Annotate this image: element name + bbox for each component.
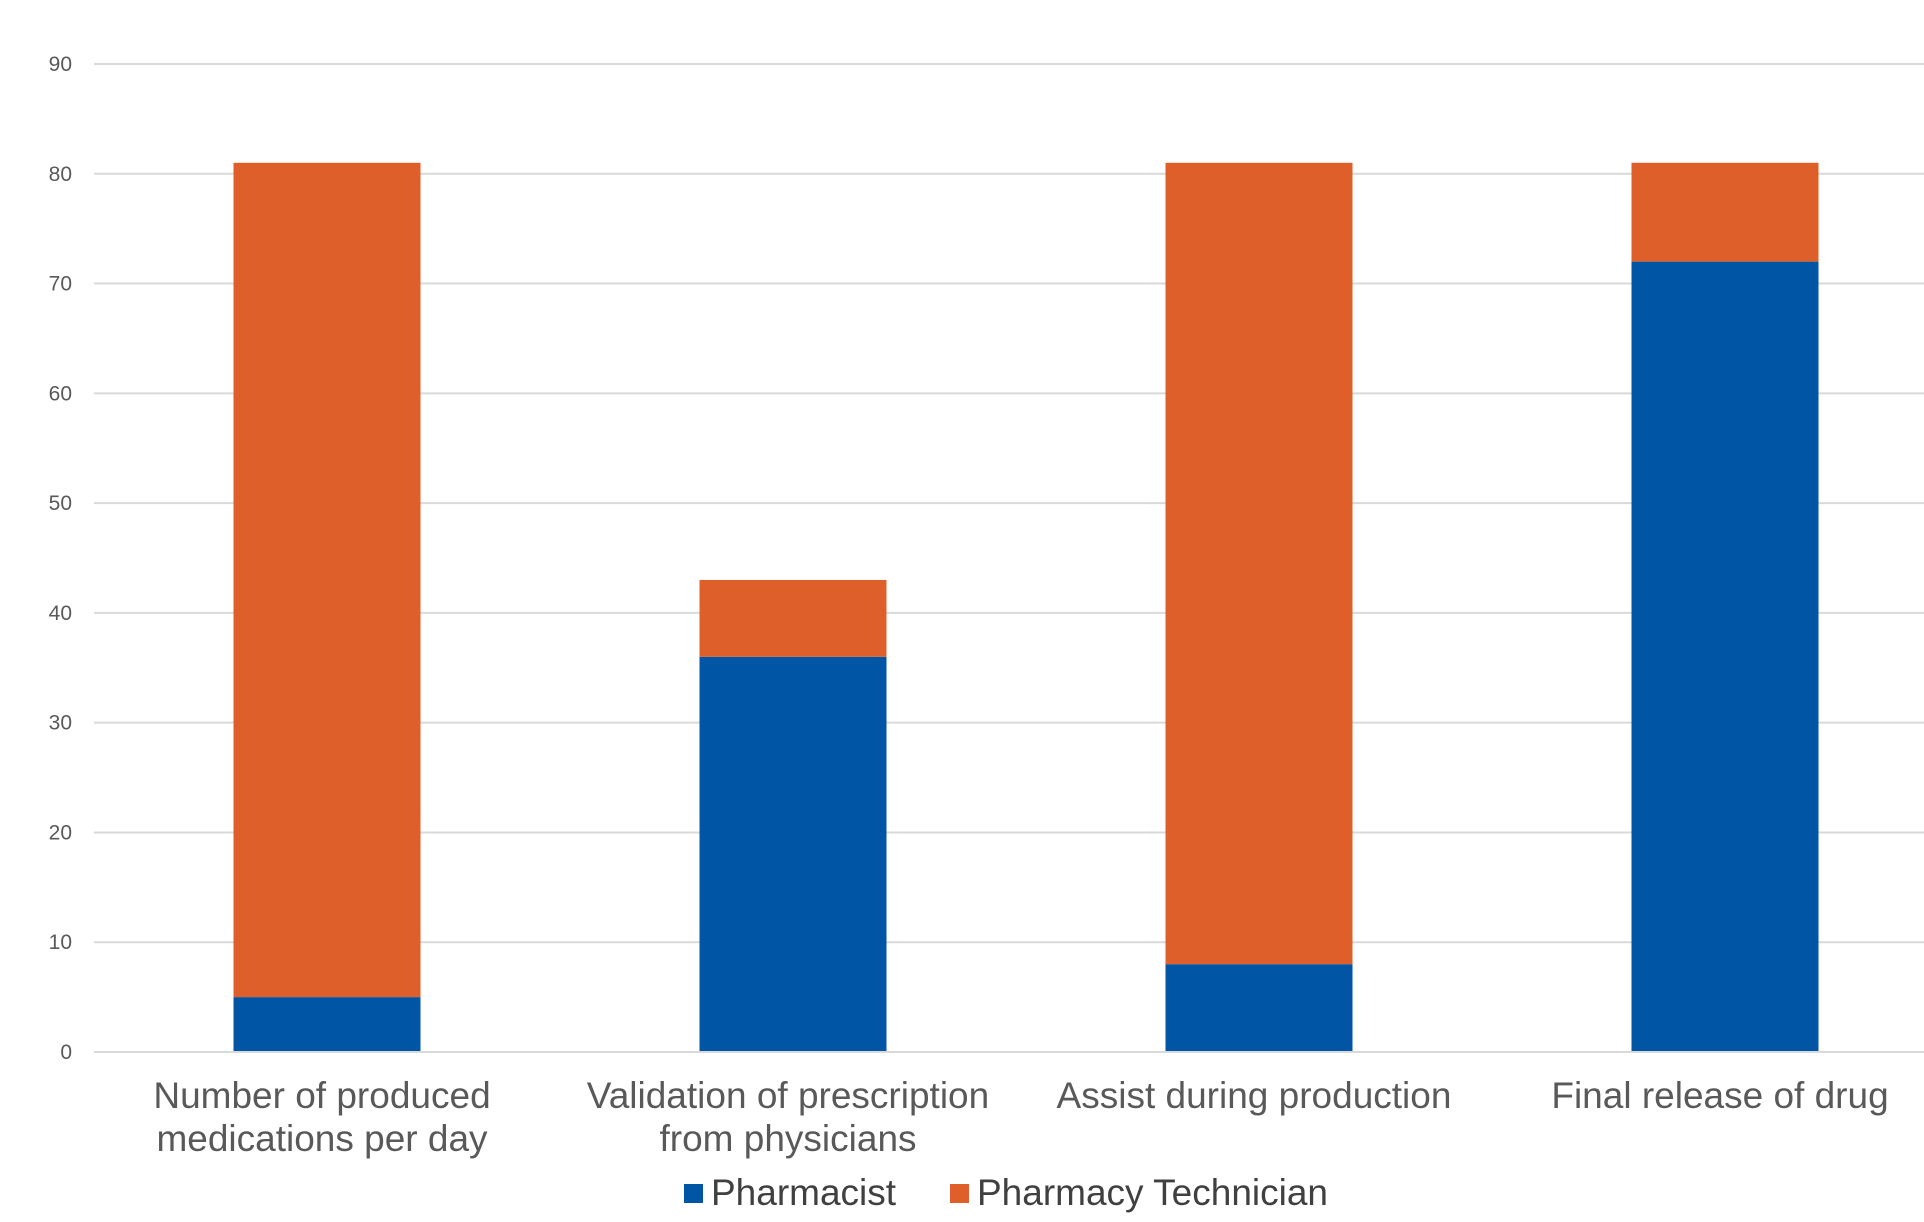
bar-pharmacist-0 xyxy=(233,997,421,1052)
bar-pharmacy-technician-2 xyxy=(1165,162,1353,965)
y-tick-label: 20 xyxy=(49,821,72,844)
x-category-label: medications per day xyxy=(156,1118,488,1159)
bar-pharmacy-technician-1 xyxy=(699,579,887,657)
bar-pharmacy-technician-3 xyxy=(1631,162,1819,262)
x-category-label: Assist during production xyxy=(1057,1075,1452,1116)
legend: Pharmacist Pharmacy Technician xyxy=(684,1172,1328,1213)
y-tick-label: 50 xyxy=(49,492,72,515)
y-tick-label: 30 xyxy=(49,712,72,735)
y-tick-label: 90 xyxy=(49,53,72,76)
bar-pharmacy-technician-0 xyxy=(233,162,421,998)
bar-pharmacist-3 xyxy=(1631,261,1819,1053)
y-tick-label: 70 xyxy=(49,273,72,296)
y-tick-label: 10 xyxy=(49,931,72,954)
legend-label: Pharmacy Technician xyxy=(977,1172,1328,1213)
x-category-label: Final release of drug xyxy=(1551,1075,1888,1116)
legend-label: Pharmacist xyxy=(711,1172,897,1213)
bar-pharmacist-1 xyxy=(699,656,887,1052)
y-tick-label: 40 xyxy=(49,602,72,625)
bars xyxy=(233,162,1819,1053)
y-tick-label: 80 xyxy=(49,163,72,186)
y-axis-ticks: 0 10 20 30 40 50 60 70 80 90 xyxy=(49,53,72,1064)
bar-pharmacist-2 xyxy=(1165,964,1353,1052)
legend-swatch-pharmacy-technician xyxy=(950,1184,969,1203)
y-tick-label: 60 xyxy=(49,382,72,405)
x-category-label: Validation of prescription xyxy=(587,1075,989,1116)
y-tick-label: 0 xyxy=(60,1041,72,1064)
legend-swatch-pharmacist xyxy=(684,1184,703,1203)
x-category-label: from physicians xyxy=(659,1118,916,1159)
x-category-label: Number of produced xyxy=(153,1075,490,1116)
